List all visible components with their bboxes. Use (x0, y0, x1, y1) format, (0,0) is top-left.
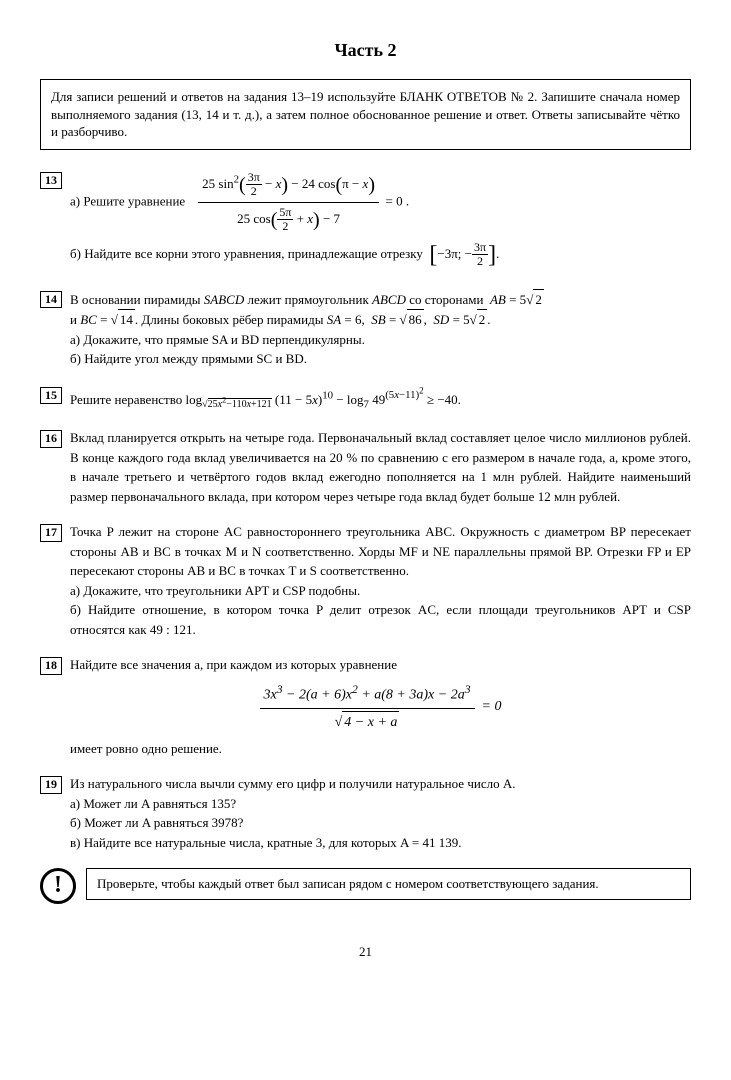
text: со сторонами (406, 292, 487, 307)
text: и (70, 312, 80, 327)
problem-14: 14 В основании пирамиды SABCD лежит прям… (40, 289, 691, 369)
text: Решите неравенство (70, 392, 186, 407)
text: Из натурального числа вычли сумму его ци… (70, 776, 515, 791)
text: б) Найдите отношение, в котором точка P … (70, 602, 691, 637)
problem-number: 18 (40, 657, 62, 675)
formula: 3x3 − 2(a + 6)x2 + a(8 + 3a)x − 2a3 4 − … (70, 681, 691, 733)
text: . Длины боковых рёбер пирамиды (135, 312, 327, 327)
instruction-box: Для записи решений и ответов на задания … (40, 79, 691, 150)
check-row: ! Проверьте, чтобы каждый ответ был запи… (40, 868, 691, 904)
text: Точка P лежит на стороне AC равносторонн… (70, 524, 691, 578)
problem-number: 17 (40, 524, 62, 542)
problem-body: Вклад планируется открыть на четыре года… (70, 428, 691, 506)
check-box: Проверьте, чтобы каждый ответ был записа… (86, 868, 691, 900)
problem-body: В основании пирамиды SABCD лежит прямоуг… (70, 289, 691, 369)
problem-13: 13 а) Решите уравнение 25 sin2(3π2 − x) … (40, 170, 691, 273)
problem-number: 13 (40, 172, 62, 190)
problem-number: 14 (40, 291, 62, 309)
text: в) Найдите все натуральные числа, кратны… (70, 835, 462, 850)
text: а) Докажите, что треугольники APT и CSP … (70, 583, 360, 598)
problem-body: Решите неравенство log25x2−110x+121 (11 … (70, 385, 691, 413)
problem-19: 19 Из натурального числа вычли сумму его… (40, 774, 691, 852)
text: а) Докажите, что прямые SA и BD перпенди… (70, 332, 365, 347)
problem-number: 19 (40, 776, 62, 794)
problem-18: 18 Найдите все значения a, при каждом из… (40, 655, 691, 758)
exclamation-icon: ! (40, 868, 76, 904)
text: б) Может ли A равняться 3978? (70, 815, 243, 830)
text: б) Найдите все корни этого уравнения, пр… (70, 246, 423, 261)
text: имеет ровно одно решение. (70, 741, 222, 756)
problem-16: 16 Вклад планируется открыть на четыре г… (40, 428, 691, 506)
problem-body: Из натурального числа вычли сумму его ци… (70, 774, 691, 852)
text: В основании пирамиды (70, 292, 204, 307)
problem-body: а) Решите уравнение 25 sin2(3π2 − x) − 2… (70, 170, 691, 235)
part-title: Часть 2 (40, 40, 691, 61)
text: а) Может ли A равняться 135? (70, 796, 236, 811)
problem-number: 15 (40, 387, 62, 405)
text: лежит прямоугольник (244, 292, 372, 307)
problem-15: 15 Решите неравенство log25x2−110x+121 (… (40, 385, 691, 413)
problem-body: Точка P лежит на стороне AC равносторонн… (70, 522, 691, 639)
text: Найдите все значения a, при каждом из ко… (70, 657, 397, 672)
page: Часть 2 Для записи решений и ответов на … (0, 0, 731, 990)
problem-17: 17 Точка P лежит на стороне AC равностор… (40, 522, 691, 639)
text: б) Найдите угол между прямыми SC и BD. (70, 351, 307, 366)
eq-zero: = 0 . (386, 193, 410, 208)
formula-fraction: 25 sin2(3π2 − x) − 24 cos(π − x) 25 cos(… (198, 170, 379, 235)
problem-13b: б) Найдите все корни этого уравнения, пр… (70, 237, 691, 273)
problem-number: 16 (40, 430, 62, 448)
text: а) Решите уравнение (70, 193, 185, 208)
page-number: 21 (40, 944, 691, 960)
problem-body: Найдите все значения a, при каждом из ко… (70, 655, 691, 758)
